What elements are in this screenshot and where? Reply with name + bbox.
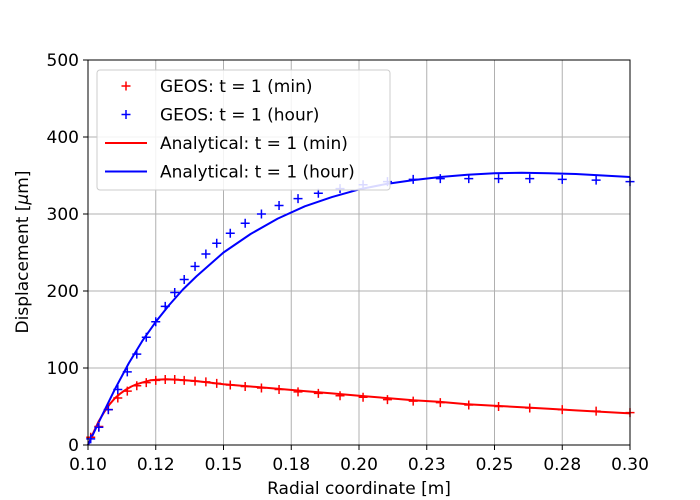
x-tick-label: 0.23 (408, 455, 446, 475)
y-tick-label: 0 (68, 436, 79, 456)
data-point (113, 385, 123, 395)
data-point (525, 403, 535, 413)
legend-label-2: Analytical: t = 1 (min) (160, 134, 348, 154)
y-tick-label: 500 (47, 51, 79, 71)
data-point (201, 249, 211, 259)
data-point (435, 398, 445, 408)
data-point (494, 174, 504, 184)
data-point (201, 377, 211, 387)
data-point (240, 381, 250, 391)
data-point (190, 261, 200, 271)
data-point (435, 174, 445, 184)
y-axis-label: Displacement [μm] (13, 171, 33, 334)
data-point (256, 209, 266, 219)
legend-label-3: Analytical: t = 1 (hour) (160, 163, 355, 183)
data-point (591, 175, 601, 185)
data-point (170, 375, 180, 385)
data-point (382, 395, 392, 405)
data-point (151, 317, 161, 327)
data-point (408, 174, 418, 184)
data-point (225, 380, 235, 390)
x-axis-label: Radial coordinate [m] (267, 479, 451, 499)
y-tick-label: 300 (47, 205, 79, 225)
data-point (557, 405, 567, 415)
data-point (179, 375, 189, 385)
x-tick-label: 0.12 (137, 455, 175, 475)
x-tick-label: 0.10 (69, 455, 107, 475)
data-point (190, 376, 200, 386)
data-point (293, 194, 303, 204)
data-point (408, 396, 418, 406)
data-point (225, 228, 235, 238)
data-point (240, 218, 250, 228)
data-point (293, 387, 303, 397)
x-tick-label: 0.18 (272, 455, 310, 475)
y-tick-label: 100 (47, 359, 79, 379)
axis-ticks: 0.10 0.12 0.15 0.18 0.20 0.23 0.25 0.28 0.30 0 100… (47, 51, 649, 475)
data-point (151, 375, 161, 385)
data-point (113, 393, 123, 403)
data-point (170, 288, 180, 298)
data-point (274, 385, 284, 395)
data-point (557, 174, 567, 184)
data-point (494, 402, 504, 411)
legend-label-1: GEOS: t = 1 (hour) (160, 106, 319, 126)
data-point (94, 422, 104, 432)
legend-swatch-0 (121, 81, 131, 91)
data-point (256, 383, 266, 393)
x-tick-label: 0.28 (543, 455, 581, 475)
data-point (141, 332, 151, 342)
legend-entries: GEOS: t = 1 (min) GEOS: t = 1 (hour) Analy… (105, 77, 355, 183)
legend-box (96, 69, 391, 191)
x-tick-label: 0.15 (205, 455, 243, 475)
data-point (160, 301, 170, 311)
y-tick-label: 200 (47, 282, 79, 302)
data-point (122, 386, 132, 396)
data-point (591, 406, 601, 416)
x-tick-label: 0.25 (476, 455, 514, 475)
data-point (212, 378, 222, 388)
data-point (160, 375, 170, 385)
legend: GEOS: t = 1 (min) GEOS: t = 1 (hour) Analy… (96, 69, 391, 191)
legend-label-0: GEOS: t = 1 (min) (160, 77, 312, 97)
data-point (464, 174, 474, 184)
x-tick-label: 0.30 (611, 455, 649, 475)
y-tick-label: 400 (47, 128, 79, 148)
data-point (103, 405, 113, 415)
data-point (212, 238, 222, 248)
data-point (122, 367, 132, 377)
data-point (464, 400, 474, 410)
data-point (141, 378, 151, 388)
data-point (274, 201, 284, 211)
data-point (313, 388, 323, 398)
legend-swatch-1 (121, 110, 131, 119)
y-axis-label-suffix: m] (13, 171, 33, 194)
series-line-3 (87, 171, 631, 446)
data-point (179, 274, 189, 284)
x-tick-label: 0.20 (340, 455, 378, 475)
data-point (358, 392, 368, 402)
data-point (132, 381, 142, 391)
data-point (525, 174, 535, 184)
data-point (132, 349, 142, 359)
y-axis-label-symbol: μ (13, 194, 33, 206)
data-point (335, 391, 345, 401)
y-axis-label-prefix: Displacement [ (13, 205, 33, 334)
